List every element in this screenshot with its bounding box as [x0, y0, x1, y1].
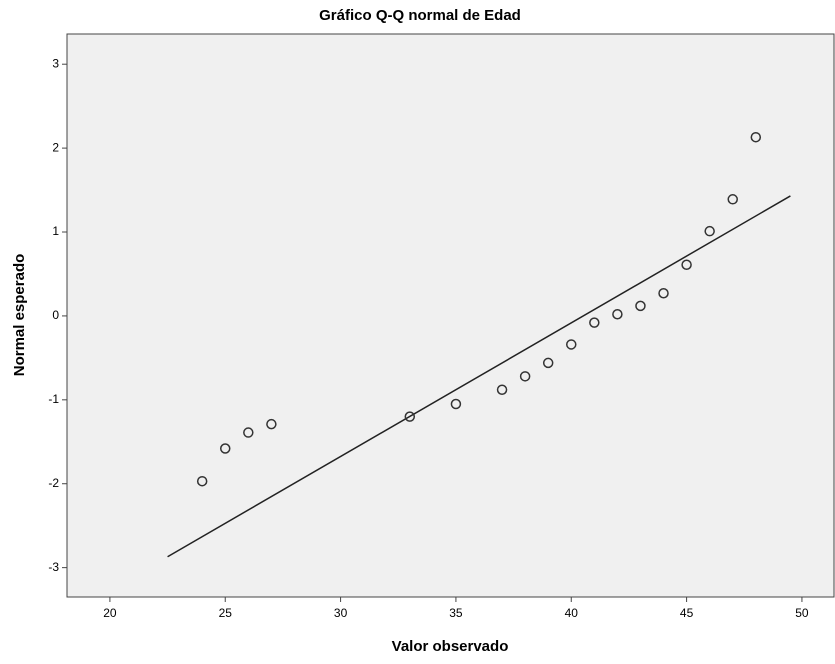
x-tick-label: 25 — [219, 606, 233, 620]
point — [589, 317, 600, 328]
point — [450, 398, 462, 410]
point — [219, 443, 231, 454]
y-tick-label: -1 — [48, 392, 59, 406]
x-tick-label: 20 — [103, 606, 117, 620]
point — [727, 194, 738, 205]
point — [566, 339, 577, 350]
point — [404, 411, 416, 422]
point — [266, 418, 277, 430]
point — [635, 300, 646, 312]
point — [519, 371, 531, 382]
point — [750, 131, 762, 143]
point — [542, 357, 554, 369]
x-tick-label: 40 — [565, 606, 579, 620]
y-tick-label: -2 — [48, 476, 59, 490]
point — [681, 259, 692, 270]
y-tick-label: 0 — [52, 308, 59, 322]
x-tick-label: 45 — [680, 606, 694, 620]
x-axis-label: Valor observado — [392, 638, 509, 655]
point — [496, 384, 508, 396]
point — [658, 288, 669, 299]
point — [704, 225, 715, 237]
point — [612, 308, 623, 320]
reference-line — [167, 195, 791, 558]
y-tick-label: 2 — [52, 140, 59, 154]
y-tick-label: 3 — [52, 56, 59, 70]
point — [243, 427, 254, 438]
point — [196, 475, 208, 487]
y-axis-label: Normal esperado — [11, 254, 28, 377]
x-tick-label: 35 — [449, 606, 463, 620]
plot-area — [66, 33, 835, 598]
x-tick-label: 50 — [795, 606, 809, 620]
y-tick-label: 1 — [52, 224, 59, 238]
y-tick-label: -3 — [48, 560, 59, 574]
chart-title: Gráfico Q-Q normal de Edad — [319, 7, 521, 24]
x-tick-label: 30 — [334, 606, 348, 620]
